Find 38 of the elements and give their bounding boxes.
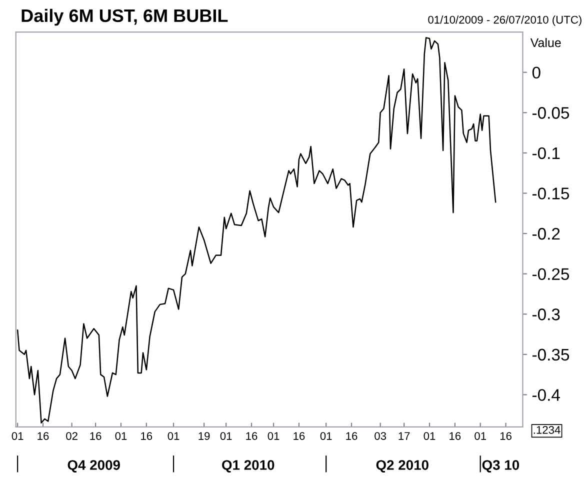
x-tick-label: 16 — [246, 432, 258, 440]
x-tick-label: 01 — [474, 432, 486, 440]
x-tick-label: 16 — [346, 432, 358, 440]
x-tick-label: 03 — [374, 432, 386, 440]
y-tick-label: -0.15 — [532, 188, 570, 200]
x-tick-label: 02 — [66, 432, 78, 440]
x-tick-label: 01 — [268, 432, 280, 440]
x2-tick-label: Q2 2010 — [376, 460, 428, 473]
x-tick-label: 01 — [12, 432, 24, 440]
y-axis-title: Value — [530, 38, 561, 48]
x2-tick-label: Q1 2010 — [222, 460, 274, 473]
line-series — [16, 37, 496, 424]
chart-title: Daily 6M UST, 6M BUBIL — [22, 8, 228, 26]
x-tick-label: 16 — [38, 432, 49, 440]
x-tick-label: 16 — [90, 432, 102, 440]
y-tick-label: -0.4 — [532, 389, 560, 401]
x-tick-label: 16 — [294, 432, 305, 440]
x-tick-label: 19 — [198, 432, 210, 440]
x2-tick-label: Q3 10 — [482, 460, 520, 473]
chart-subtitle: 01/10/2009 - 26/07/2010 (UTC) — [428, 16, 582, 26]
y-tick-label: -0.1 — [532, 147, 560, 160]
y-tick-label: -0.35 — [532, 348, 570, 361]
y-tick-label: -0.05 — [532, 107, 570, 119]
y-tick-label: -0.2 — [532, 228, 560, 240]
text: .1234 — [534, 426, 560, 434]
x-tick-label: 01 — [320, 432, 332, 440]
x2-tick-label: Q4 2009 — [68, 460, 120, 473]
y-tick-label: -0.3 — [532, 308, 560, 320]
x-tick-label: 01 — [220, 432, 232, 440]
x-tick-label: 16 — [450, 432, 461, 440]
x-tick-label: 01 — [424, 432, 436, 440]
y-tick-label: -0.25 — [532, 268, 570, 280]
x-tick-label: 16 — [141, 432, 152, 440]
x-tick-label: 01 — [115, 432, 127, 440]
x-tick-label: 17 — [398, 432, 410, 440]
x-tick-label: 16 — [500, 432, 512, 440]
y-tick-label: 0 — [532, 66, 540, 79]
x-tick-label: 01 — [168, 432, 180, 440]
